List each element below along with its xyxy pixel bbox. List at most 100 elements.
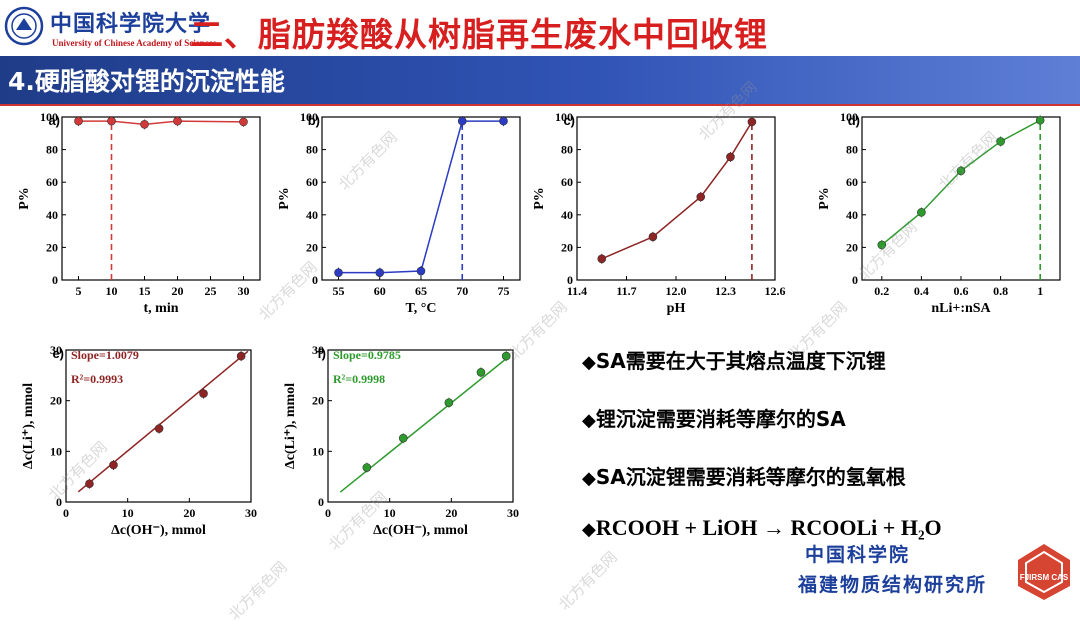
x-tick-label: 60 [374, 284, 386, 298]
y-axis-label: P% [277, 187, 292, 210]
ucas-name-en: University of Chinese Academy of Science… [52, 38, 217, 48]
panel-label: e) [52, 346, 64, 361]
footer-institute: 福建物质结构研究所 [798, 574, 988, 596]
chart-c: 0 20 40 60 80 100 11.4 11.7 12.0 12.3 12.6 c) pH P% [532, 110, 786, 316]
ucas-logo: 中国科学院大学 University of Chinese Academy of… [4, 4, 234, 50]
watermark-10: 北方有色网 [554, 547, 621, 614]
x-tick-label: 30 [507, 506, 519, 520]
x-axis-label: Δc(OH⁻), mmol [111, 523, 206, 538]
fjirsm-logo-icon: FJIRSM CAS [1018, 544, 1070, 600]
data-point [499, 116, 508, 126]
y-tick-label: 20 [561, 240, 573, 254]
x-tick-label: 10 [384, 506, 396, 520]
x-tick-label: 11.4 [567, 284, 587, 298]
x-tick-label: 10 [122, 506, 134, 520]
y-tick-label: 10 [312, 444, 324, 458]
bullet-2: ◆锂沉淀需要消耗等摩尔的SA [582, 403, 846, 432]
slide-title: 二、脂肪羧酸从树脂再生废水中回收锂 [190, 15, 768, 54]
data-point [236, 351, 246, 361]
panel-label: b) [308, 113, 320, 128]
fit-line [77, 350, 249, 493]
x-tick-label: 0.2 [874, 284, 889, 298]
x-axis-label: nLi+:nSA [931, 301, 991, 316]
y-axis-label: Δc(Li⁺), mmol [283, 383, 298, 469]
data-point [362, 463, 372, 472]
y-tick-label: 100 [40, 110, 58, 124]
y-tick-label: 80 [306, 143, 318, 157]
y-tick-label: 20 [846, 240, 858, 254]
y-tick-label: 20 [50, 394, 62, 408]
bullet-2-text: 锂沉淀需要消耗等摩尔的SA [595, 407, 846, 431]
x-tick-label: 12.3 [715, 284, 736, 298]
y-tick-label: 0 [56, 495, 62, 509]
y-tick-label: 40 [306, 208, 318, 222]
y-tick-label: 60 [846, 175, 858, 189]
x-tick-label: 15 [139, 284, 151, 298]
series-line [881, 119, 1041, 246]
y-tick-label: 100 [300, 110, 318, 124]
x-tick-label: 1 [1037, 284, 1043, 298]
y-tick-label: 20 [306, 240, 318, 254]
panel-label: c) [563, 113, 575, 128]
x-tick-label: 0.6 [954, 284, 969, 298]
bullet-1-diamond: ◆ [582, 352, 596, 373]
data-point [334, 268, 343, 277]
x-tick-label: 30 [238, 284, 250, 298]
bullet-4: ◆RCOOH + LiOH → RCOOLi + H₂O [582, 515, 942, 541]
x-axis-label: t, min [144, 301, 179, 316]
plot-frame [321, 116, 521, 281]
data-point [956, 166, 966, 176]
y-tick-label: 30 [312, 343, 324, 357]
data-point [199, 389, 208, 398]
x-axis-label: T, °C [405, 301, 436, 316]
y-tick-label: 10 [50, 444, 62, 458]
r2-label: R²=0.9998 [333, 372, 385, 386]
x-tick-label: 20 [183, 506, 195, 520]
plot-frame [861, 116, 1061, 281]
y-tick-label: 30 [50, 343, 62, 357]
series-line [78, 120, 244, 126]
data-point [597, 254, 607, 264]
y-tick-label: 60 [306, 175, 318, 189]
chart-d: 0 20 40 60 80 100 0.2 0.4 0.6 0.8 1 d) nLi+:nSA P% [817, 110, 1061, 316]
y-tick-label: 80 [846, 143, 858, 157]
watermark-11: 北方有色网 [224, 557, 291, 624]
data-point [154, 424, 164, 433]
x-tick-label: 12.0 [666, 284, 687, 298]
x-tick-label: 25 [205, 284, 217, 298]
bullet-3-text: SA沉淀锂需要消耗等摩尔的氢氧根 [595, 465, 906, 489]
data-point [140, 120, 149, 129]
x-tick-label: 5 [76, 284, 82, 298]
y-tick-label: 80 [561, 143, 573, 157]
x-tick-label: 30 [245, 506, 257, 520]
x-tick-label: 0 [325, 506, 331, 520]
data-point [444, 398, 454, 407]
data-point [107, 116, 116, 126]
bullet-1: ◆SA需要在大于其熔点温度下沉锂 [582, 345, 886, 374]
y-tick-label: 80 [46, 143, 58, 157]
data-point [747, 117, 757, 127]
y-tick-label: 20 [46, 240, 58, 254]
bullet-1-text: SA需要在大于其熔点温度下沉锂 [595, 349, 886, 373]
x-tick-label: 10 [106, 284, 118, 298]
x-tick-label: 11.7 [616, 284, 636, 298]
y-tick-label: 40 [561, 208, 573, 222]
y-tick-label: 100 [555, 110, 573, 124]
ucas-emblem-icon [4, 6, 44, 46]
bullet-4-diamond: ◆ [582, 519, 596, 540]
panel-label: a) [48, 113, 60, 128]
y-axis-label: P% [532, 187, 547, 210]
data-point [476, 367, 486, 377]
y-tick-label: 0 [318, 495, 324, 509]
data-point [996, 137, 1005, 146]
data-point [696, 192, 706, 202]
data-point [1035, 115, 1045, 125]
y-tick-label: 20 [312, 394, 324, 408]
slope-label: Slope=1.0079 [71, 348, 139, 362]
panel-label: f) [317, 346, 326, 361]
y-tick-label: 60 [561, 175, 573, 189]
y-tick-label: 0 [312, 273, 318, 287]
data-point [457, 116, 467, 126]
